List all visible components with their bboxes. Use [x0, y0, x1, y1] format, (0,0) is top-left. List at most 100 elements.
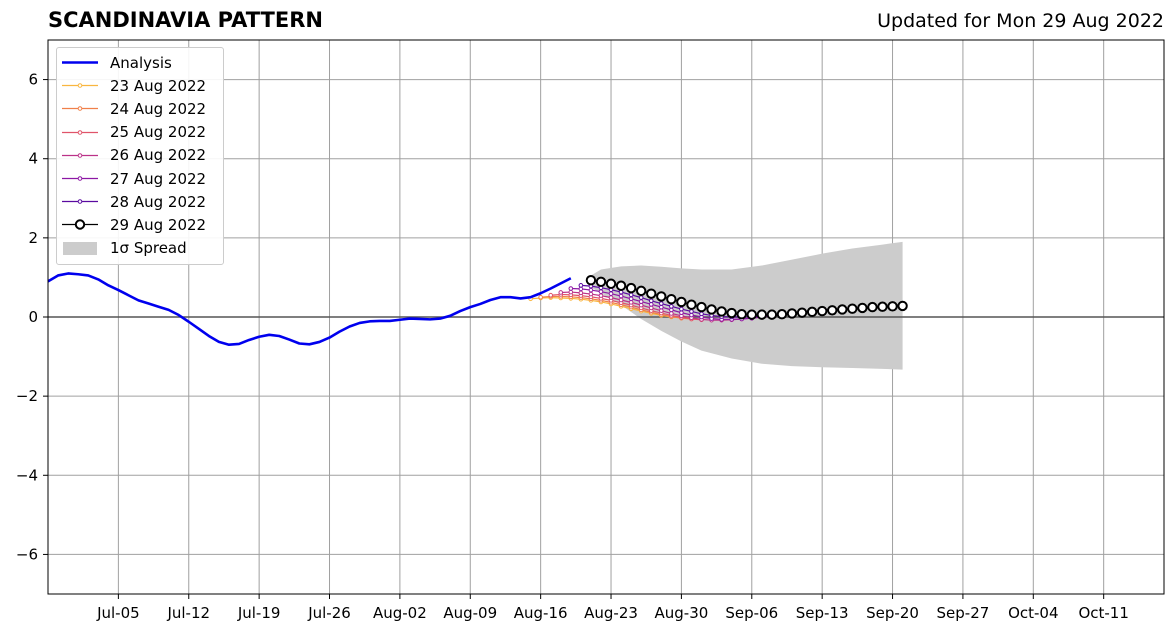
forecast-point [706, 304, 717, 315]
x-tick-label: Oct-11 [1078, 604, 1128, 622]
legend-symbol [63, 241, 97, 255]
forecast-point [615, 280, 627, 291]
legend-item: 29 Aug 2022 [57, 213, 223, 236]
y-tick-label: 4 [28, 150, 38, 168]
forecast-point [776, 309, 788, 320]
forecast-point [618, 293, 624, 299]
series-layer [47, 272, 908, 347]
forecast-point [689, 309, 694, 314]
legend-item: 27 Aug 2022 [57, 167, 223, 190]
legend-symbol [62, 61, 98, 64]
legend-symbol [62, 153, 98, 158]
forecast-point [618, 297, 624, 303]
forecast-point [857, 302, 868, 314]
forecast-point [786, 308, 798, 319]
forecast-point [605, 278, 617, 289]
x-tick-label: Sep-20 [866, 604, 919, 622]
spread-layer [590, 241, 903, 370]
legend-label: 27 Aug 2022 [110, 169, 207, 188]
x-tick-label: Jul-19 [237, 604, 281, 622]
forecast-point [746, 309, 757, 320]
forecast-point [646, 288, 657, 299]
legend-item: 23 Aug 2022 [57, 74, 223, 97]
legend: Analysis 23 Aug 2022 24 Aug 2022 25 Aug 202… [56, 47, 224, 265]
x-tick-label: Aug-09 [443, 604, 497, 622]
legend-item: Analysis [57, 51, 223, 74]
legend-marker [77, 176, 83, 181]
forecast-point [598, 293, 604, 298]
forecast-point [648, 302, 654, 307]
x-tick-label: Aug-30 [655, 604, 709, 622]
forecast-point [585, 274, 597, 286]
forecast-point [666, 293, 677, 305]
forecast-point [689, 312, 694, 318]
forecast-point [568, 289, 574, 295]
forecast-point [608, 295, 614, 300]
legend-symbol [62, 176, 98, 181]
forecast-point [669, 311, 674, 316]
legend-item: 24 Aug 2022 [57, 97, 223, 120]
forecast-point [726, 307, 737, 319]
forecast-point [635, 285, 647, 297]
forecast-point [638, 299, 644, 304]
forecast-point [669, 304, 674, 309]
legend-symbol [62, 199, 98, 205]
forecast-point [716, 306, 727, 317]
legend-symbol [62, 83, 98, 89]
forecast-point [578, 283, 584, 288]
forecast-series [585, 274, 908, 320]
forecast-point [648, 298, 654, 304]
forecast-point [625, 282, 637, 294]
y-tick-label: −2 [16, 387, 38, 405]
axes: −6 −4 −2 0 2 4 6 Jul-05 Jul-12 Jul-19 Jul-26 Aug-02… [16, 39, 1165, 622]
y-tick-label: −6 [16, 545, 38, 563]
forecast-point [756, 309, 768, 320]
x-tick-label: Sep-06 [725, 604, 778, 622]
updated-label: Updated for Mon 29 Aug 2022 [877, 10, 1164, 32]
forecast-point [578, 286, 584, 292]
forecast-point [558, 290, 564, 295]
legend-label: 23 Aug 2022 [110, 76, 207, 95]
forecast-point [628, 296, 634, 302]
forecast-point [588, 287, 594, 293]
x-tick-label: Oct-04 [1008, 604, 1058, 622]
y-tick-label: −4 [16, 466, 38, 484]
forecast-point [897, 300, 908, 312]
x-tick-label: Jul-12 [166, 604, 210, 622]
forecast-point [847, 303, 858, 314]
legend-label: 29 Aug 2022 [110, 215, 207, 234]
forecast-point [699, 311, 704, 317]
forecast-point [548, 292, 554, 298]
forecast-point [658, 301, 664, 306]
forecast-point [578, 290, 584, 296]
legend-item: 1σ Spread [57, 237, 223, 260]
legend-label: 28 Aug 2022 [110, 192, 207, 211]
forecast-point [887, 301, 898, 312]
legend-symbol [62, 106, 98, 112]
legend-marker [74, 219, 86, 231]
forecast-point [736, 309, 747, 320]
legend-marker [77, 153, 83, 158]
forecast-point [766, 309, 778, 320]
legend-marker [77, 106, 83, 112]
y-tick-label: 6 [28, 71, 38, 89]
forecast-point [648, 305, 654, 311]
legend-marker [77, 129, 83, 135]
forecast-point [679, 306, 684, 312]
forecast-point [658, 308, 664, 313]
y-tick-label: 0 [28, 308, 38, 326]
legend-item: 26 Aug 2022 [57, 144, 223, 167]
forecast-point [658, 304, 664, 310]
chart-title: SCANDINAVIA PATTERN [48, 8, 323, 32]
x-tick-label: Aug-02 [373, 604, 427, 622]
x-tick-label: Sep-27 [937, 604, 990, 622]
legend-item: 25 Aug 2022 [57, 121, 223, 144]
forecast-point [538, 294, 543, 300]
legend-symbol [62, 219, 98, 231]
legend-item: 28 Aug 2022 [57, 190, 223, 213]
y-tick-label: 2 [28, 229, 38, 247]
forecast-point [837, 304, 848, 315]
forecast-point [816, 305, 828, 317]
forecast-point [628, 300, 634, 305]
